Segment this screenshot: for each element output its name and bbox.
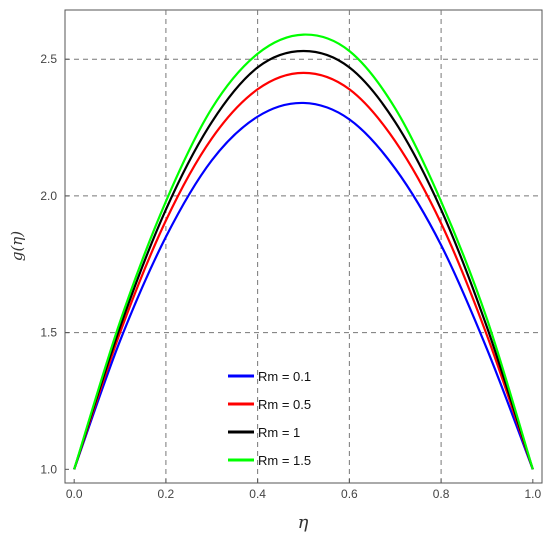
x-axis-label: η (298, 512, 309, 533)
x-tick-label: 0.0 (66, 487, 83, 501)
legend-label: Rm = 1.5 (258, 453, 311, 468)
series-line-2 (73, 71, 534, 470)
axis-ticks: 0.0 0.2 0.4 0.6 0.8 1.0 1.0 1.5 2.0 2.5 (40, 52, 541, 501)
legend-label: Rm = 0.5 (258, 397, 311, 412)
series-line-3 (73, 49, 534, 470)
y-tick-label: 2.5 (40, 52, 57, 66)
legend-label: Rm = 1 (258, 425, 300, 440)
x-tick-label: 0.2 (158, 487, 175, 501)
y-tick-label: 1.5 (40, 326, 57, 340)
series-lines (73, 33, 534, 470)
y-tick-label: 2.0 (40, 189, 57, 203)
plot-frame (64, 9, 543, 484)
series-line-4 (73, 33, 534, 470)
grid-lines (65, 10, 542, 483)
series-line-1 (73, 101, 534, 470)
x-tick-label: 0.8 (433, 487, 450, 501)
legend-label: Rm = 0.1 (258, 369, 311, 384)
legend: Rm = 0.1 Rm = 0.5 Rm = 1 Rm = 1.5 (228, 369, 311, 468)
x-tick-label: 0.6 (341, 487, 358, 501)
x-tick-label: 0.4 (249, 487, 266, 501)
y-axis-label: g(η) (8, 231, 26, 261)
y-tick-label: 1.0 (40, 462, 57, 476)
x-tick-label: 1.0 (524, 487, 541, 501)
